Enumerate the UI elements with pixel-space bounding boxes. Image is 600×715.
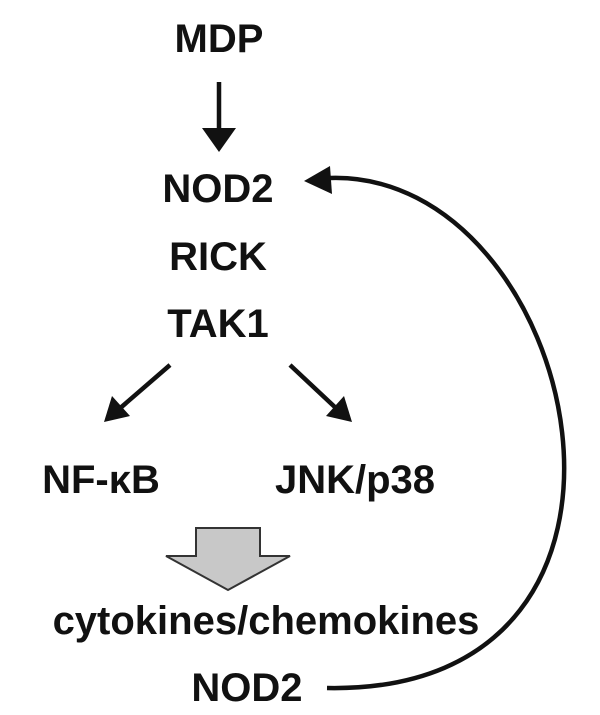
arrow-tak1-to-nfkb bbox=[116, 363, 172, 412]
jnk-p38-label: JNK/p38 bbox=[275, 458, 435, 502]
arrow-mdp-to-nod2-head bbox=[202, 128, 236, 152]
arrow-tak1-to-nfkb-head bbox=[104, 396, 130, 422]
nfkb-prefix: NF- bbox=[42, 458, 109, 502]
feedback-arrow-nod2-to-nod2 bbox=[326, 175, 567, 691]
block-arrow-down bbox=[165, 527, 291, 592]
nfkb-suffix: B bbox=[131, 458, 160, 502]
mdp-label: MDP bbox=[175, 17, 264, 61]
feedback-arrow-head bbox=[304, 166, 332, 194]
cytokines-chemokines-label: cytokines/chemokines bbox=[53, 599, 480, 643]
arrow-tak1-to-jnk-head bbox=[326, 396, 352, 422]
arrow-tak1-to-jnk bbox=[288, 363, 340, 412]
rick-label: RICK bbox=[169, 235, 267, 279]
nfkb-kappa: κ bbox=[109, 458, 132, 502]
nfkb-label: NF-κB bbox=[42, 458, 160, 502]
tak1-label: TAK1 bbox=[167, 302, 268, 346]
nod2-bottom-label: NOD2 bbox=[191, 666, 302, 710]
nod2-top-label: NOD2 bbox=[162, 167, 273, 211]
